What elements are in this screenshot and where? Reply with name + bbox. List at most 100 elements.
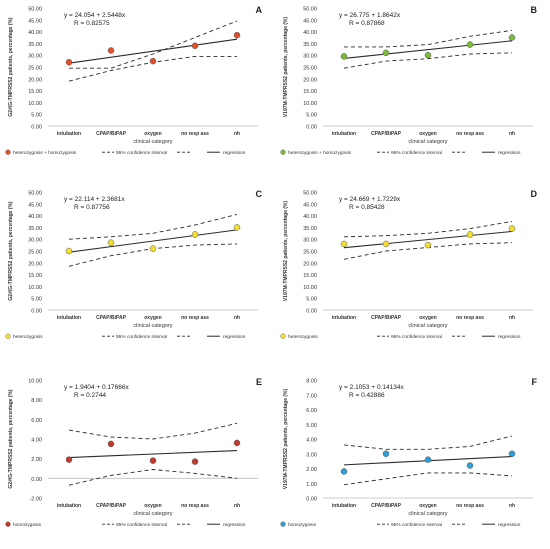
y-tick-label: 45.00 [28,202,42,208]
x-axis-title: clinical category [133,511,172,517]
x-tick-label: nh [509,315,515,321]
regression-line [68,38,238,64]
ci-upper-line [344,29,513,48]
y-tick-label: 40.00 [28,214,42,220]
data-point [149,245,157,252]
x-tick-label: no resp ass [181,503,209,509]
legend-ci-label: 95% confidence interval [116,334,167,340]
data-point [107,239,115,246]
y-tick-label: 20.00 [28,77,42,83]
ci-lower-line [68,469,238,486]
y-tick-label: 30.00 [28,238,42,244]
regression-line [343,230,513,249]
legend-ci-label: 95% confidence interval [391,522,442,528]
legend-regression-label: regression [498,334,521,340]
y-tick-label: 0.00 [31,125,42,131]
equation-label: y = 2.1053 + 0.14134x [339,384,404,391]
data-point [466,41,474,48]
y-tick-label: 35.00 [28,226,42,232]
panel-letter: A [256,5,263,15]
y-tick-label: 10.00 [28,101,42,107]
legend-regression-label: regression [498,150,521,156]
x-tick-label: no resp ass [181,315,209,321]
y-tick-label: 5.00 [31,113,42,119]
y-tick-label: 10.00 [28,285,42,291]
y-tick-label: 5.00 [31,297,42,303]
y-tick-label: 15.00 [28,89,42,95]
legend-series-label: heterozygosis + homozygosis [288,150,352,156]
equation-label: y = 24.669 + 1.7229x [339,196,401,203]
r-value-label: R = 0.87756 [74,204,110,211]
data-point [191,458,199,465]
legend-marker [5,333,11,339]
y-tick-label: 4.00 [306,438,317,444]
legend-series-label: heterozygosis [288,334,318,340]
y-tick-label: 50.00 [303,7,317,13]
data-point [233,439,241,447]
data-point [107,47,115,54]
regression-line [343,40,513,59]
chart-panel-a: 0.00 5.00 10.00 15.00 20.00 25.00 30.00 35.00 40… [5,5,263,156]
data-point [382,450,390,457]
y-tick-label: 40.00 [28,30,42,36]
y-tick-label: 15.00 [303,273,317,279]
y-tick-label: 0.00 [31,309,42,315]
legend-regression-label: regression [223,334,246,340]
x-tick-label: nh [234,315,240,321]
data-point [233,224,241,231]
y-tick-label: 2.00 [31,457,42,463]
y-tick-label: 25.00 [28,250,42,256]
x-tick-label: oxygen [419,131,437,137]
y-tick-label: 0.00 [306,125,317,131]
x-tick-label: intubation [332,131,356,137]
y-tick-label: 6.00 [31,418,42,424]
data-point [466,462,474,469]
y-tick-label: 40.00 [303,214,317,220]
equation-label: y = 24.054 + 2.5448x [64,12,126,19]
y-tick-label: 30.00 [303,238,317,244]
y-axis-title: V197M-TMPRSS2 patients, percentage (%) [283,201,289,302]
y-tick-label: 1.00 [306,482,317,488]
legend-marker [280,521,286,527]
data-point [508,225,516,232]
x-tick-label: intubation [57,503,81,509]
y-tick-label: 20.00 [303,77,317,83]
x-tick-label: oxygen [419,315,437,321]
x-tick-label: CPAP/BiPAP [371,131,401,137]
x-tick-label: nh [234,503,240,509]
r-value-label: R = 0.82575 [74,20,110,27]
regression-line [68,450,238,459]
x-tick-label: oxygen [419,503,437,509]
legend-ci-label: 95% confidence interval [116,522,167,528]
y-tick-label: 5.00 [306,423,317,429]
x-tick-label: CPAP/BiPAP [96,315,126,321]
legend-ci-label: 95% confidence interval [116,150,167,156]
y-axis-title: G2#/G-TMPRSS2 patients, percentage (%) [8,201,14,301]
data-point [508,34,516,41]
ci-upper-line [69,20,238,69]
ci-upper-line [68,213,238,240]
data-point [382,49,390,57]
r-value-label: R = 0.2744 [74,392,106,399]
equation-label: y = 22.114 + 2.3681x [64,196,125,203]
data-point [424,456,432,463]
y-tick-label: 10.00 [303,101,317,107]
equation-label: y = 1.9404 + 0.17666x [64,384,129,391]
y-tick-label: 5.00 [306,297,317,303]
y-tick-label: 30.00 [303,54,317,60]
y-tick-label: 20.00 [303,261,317,267]
y-tick-label: 20.00 [28,261,42,267]
y-tick-label: 0.00 [306,309,317,315]
x-axis-title: clinical category [133,139,172,145]
y-tick-label: 10.00 [28,379,42,385]
chart-panel-d: 0.00 5.00 10.00 15.00 20.00 25.00 30.00 35.00 40… [280,189,538,340]
y-tick-label: 35.00 [28,42,42,48]
x-axis-title: clinical category [408,139,447,145]
legend-marker [5,149,11,155]
legend-regression-label: regression [223,150,246,156]
panel-letter: E [256,377,262,387]
x-tick-label: nh [509,503,515,509]
chart-panel-b: 0.00 5.00 10.00 15.00 20.00 25.00 30.00 35.00 40… [280,5,538,156]
x-tick-label: oxygen [144,315,162,321]
